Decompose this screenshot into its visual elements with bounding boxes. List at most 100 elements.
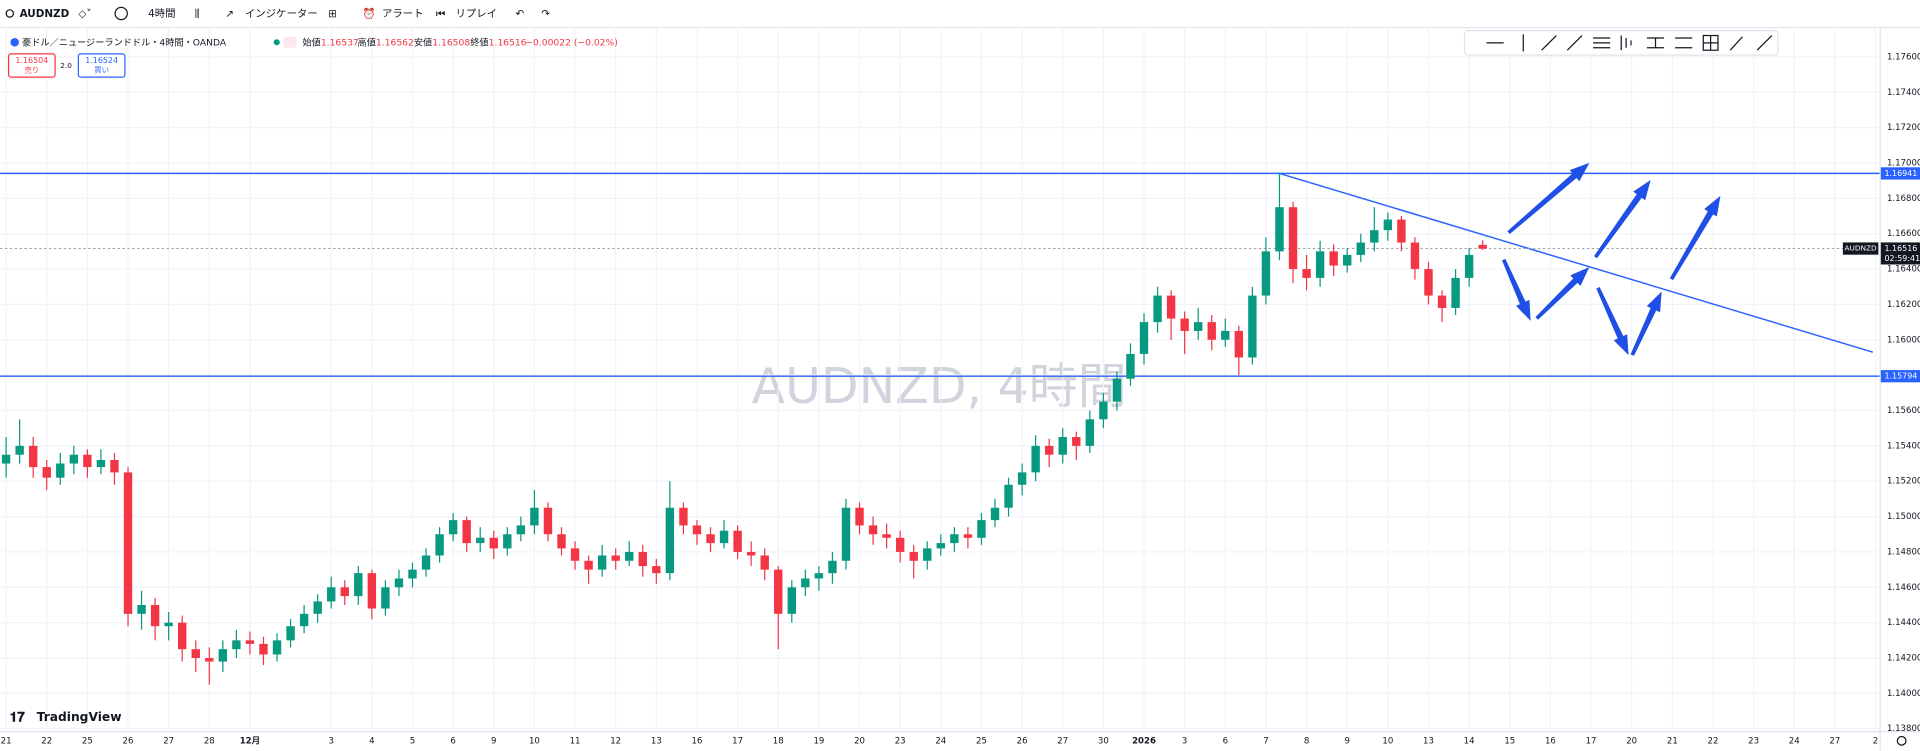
alert-button[interactable]: アラート [382,8,424,20]
x-tick-label: 18 [773,736,784,746]
x-tick-label: 3 [328,736,333,746]
x-tick-label: 3 [1182,736,1187,746]
x-tick-label: 30 [1098,736,1109,746]
candle-body [1180,318,1189,331]
candle-body [1356,242,1365,255]
y-tick-label: 1.14000 [1887,689,1920,699]
candle-body [259,643,268,655]
watermark: AUDNZD, 4時間 [752,358,1127,415]
buy-button[interactable] [77,53,126,78]
y-tick-label: 1.16200 [1887,300,1920,310]
candle-body [1478,244,1487,249]
candle-body [421,555,431,570]
candle-body [28,445,38,468]
candle-body [1004,484,1013,508]
candle-body [584,560,593,570]
candle-body [625,551,634,561]
candle-body [1,454,11,464]
x-tick-label: 5 [410,736,415,746]
tool-trend[interactable] [1541,35,1557,51]
y-tick-label: 1.16800 [1887,194,1920,204]
candle-body [1397,219,1406,243]
x-tick-label: 13 [651,736,662,746]
tool-line[interactable] [1756,35,1773,51]
candle-body [530,507,539,526]
candle-body [408,569,417,579]
symbol-logo [10,37,19,47]
candle-body [855,507,864,526]
x-tick-label: 14 [1464,736,1475,746]
candle-body [1031,445,1040,473]
open-label: 始値 [302,36,320,48]
redo-button[interactable]: ↷ [541,8,550,20]
indicator-icon[interactable]: ↗ [225,8,234,20]
interval-button[interactable]: 4時間 [148,8,175,20]
candle-body [1166,295,1176,319]
x-tick-label: 21 [1,736,12,746]
settings-button[interactable] [1896,735,1907,746]
compare-icon[interactable]: ◇˅ [78,8,91,20]
candle-body [828,560,837,574]
legend-header: 豪ドル／ニュージーランドドル・4時間・OANDA 始値 1.16537 高値 1… [7,36,618,78]
sell-button[interactable] [7,53,56,78]
x-tick-label: 19 [813,736,824,746]
candle-body [435,534,444,556]
tool-pitchfork[interactable] [1620,35,1632,51]
candle-body [1221,330,1230,340]
candle-body [679,507,688,526]
candle-body [1248,295,1257,358]
top-toolbar: AUDNZD ◇˅ 4時間 ⫼ ↗ インジケーター ⊞ ⏰ アラート ⏮ リプレ… [0,6,1920,29]
x-tick-label: 20 [854,736,865,746]
y-tick-label: 1.14200 [1887,654,1920,664]
candle-body [15,445,24,455]
candle-body [394,578,404,588]
tool-grid-lines[interactable] [1703,35,1718,51]
candle-body [923,548,932,561]
candle-body [1139,322,1149,354]
candle-body [1343,254,1352,266]
candle-body [1370,230,1379,243]
alert-icon[interactable]: ⏰ [362,7,375,20]
indicators-button[interactable]: インジケーター [245,8,318,20]
replay-button[interactable]: リプレイ [456,8,498,20]
replay-icon[interactable]: ⏮ [436,8,445,20]
arrow [1596,287,1629,356]
tool-channel[interactable] [1675,37,1693,49]
candle-body [110,460,119,473]
tool-fib[interactable] [1593,37,1611,49]
sell-price[interactable]: 1.16504 [15,56,48,65]
price-label: 1.15794 [1884,372,1917,381]
buy-price[interactable]: 1.16524 [85,56,118,65]
y-tick-label: 1.17000 [1887,158,1920,168]
x-tick-label: 8 [1304,736,1309,746]
candle-body [164,622,173,627]
sell-label[interactable]: 売り [25,65,40,74]
x-tick-label: 27 [163,736,174,746]
candle-body [868,525,878,535]
layout-button[interactable]: ⊞ [328,8,337,20]
undo-button[interactable]: ↶ [516,8,525,20]
candle-body [597,555,607,570]
candle-body [367,573,377,609]
tool-brush[interactable] [1729,36,1743,51]
x-tick-label: 9 [1344,736,1349,746]
candle-body [1315,251,1325,278]
candle-body [963,534,973,538]
tool-ray[interactable] [1566,35,1583,51]
y-tick-label: 1.15200 [1887,477,1920,487]
buy-label[interactable]: 買い [94,65,109,74]
candle-body [178,622,187,650]
x-tick-label: 17 [732,736,743,746]
candle-body [42,467,51,478]
chart-style-button[interactable]: ⫼ [195,8,200,20]
candle-body [1072,437,1081,446]
candle-body [665,507,675,574]
tool-range[interactable] [1646,37,1665,49]
search-icon[interactable] [5,9,15,18]
add-symbol[interactable] [114,6,128,21]
candle-body [1099,401,1108,420]
candle-body [354,573,363,597]
symbol-search[interactable]: AUDNZD [20,8,70,20]
spread: 2.0 [60,61,72,70]
candle-body [1261,251,1271,296]
